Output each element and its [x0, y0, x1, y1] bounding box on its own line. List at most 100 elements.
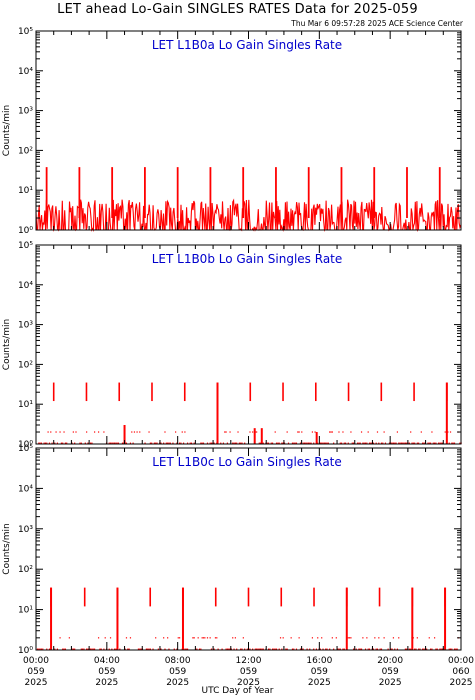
data-point — [181, 431, 183, 433]
data-point — [326, 648, 328, 650]
data-point — [348, 637, 351, 639]
data-point — [44, 442, 47, 444]
data-point — [326, 442, 328, 444]
data-point — [206, 442, 209, 444]
data-point — [455, 648, 457, 650]
data-point — [366, 442, 368, 444]
data-point — [319, 648, 321, 650]
data-point — [440, 442, 442, 444]
data-point — [72, 431, 74, 433]
data-point — [267, 648, 270, 650]
data-point — [258, 442, 260, 444]
data-point — [329, 431, 331, 433]
data-point — [339, 648, 341, 650]
data-point — [252, 431, 254, 433]
data-point — [48, 442, 51, 444]
data-point — [234, 442, 236, 444]
data-point — [160, 442, 162, 444]
data-point — [51, 442, 53, 444]
data-point — [196, 648, 198, 650]
data-point — [226, 442, 229, 444]
data-point — [232, 442, 234, 444]
panel-label: LET L1B0a Lo Gain Singles Rate — [152, 38, 342, 52]
data-point — [232, 637, 234, 639]
data-point — [86, 648, 88, 650]
data-point — [301, 431, 303, 433]
data-point — [333, 442, 335, 444]
data-point — [127, 648, 129, 650]
y-tick-label: 10¹ — [18, 400, 33, 410]
data-point — [113, 648, 116, 650]
data-point — [148, 431, 150, 433]
panel-3: 10⁰ 10¹ 10² 10³ 10⁴ 10⁵ LET L1B0c Lo Gain Sing… — [2, 444, 474, 688]
y-tick-label: 10⁴ — [18, 67, 33, 77]
data-point — [109, 637, 112, 639]
data-point — [391, 442, 393, 444]
data-point — [368, 648, 371, 650]
data-point — [213, 442, 215, 444]
data-point — [395, 442, 397, 444]
data-point — [240, 442, 242, 444]
data-point — [200, 442, 202, 444]
data-point — [342, 431, 344, 433]
data-point — [279, 637, 282, 639]
data-point — [360, 431, 363, 433]
data-point — [269, 648, 271, 650]
data-point — [374, 637, 376, 639]
data-point — [91, 648, 93, 650]
data-point — [238, 442, 240, 444]
data-point — [441, 648, 444, 650]
data-point — [209, 637, 211, 639]
data-point — [169, 442, 171, 444]
data-point — [392, 442, 395, 444]
data-point — [152, 648, 154, 650]
data-point — [273, 648, 275, 650]
data-point — [115, 648, 117, 650]
data-point — [226, 648, 229, 650]
data-point — [298, 637, 300, 639]
data-point — [113, 442, 116, 444]
data-point — [433, 442, 436, 444]
x-tick-label: 059 — [311, 667, 328, 677]
data-point — [72, 648, 74, 650]
data-point — [295, 442, 298, 444]
data-point — [271, 648, 274, 650]
data-point — [210, 648, 213, 650]
x-axis-label: UTC Day of Year — [201, 686, 274, 696]
data-point — [420, 431, 422, 433]
data-point — [240, 648, 242, 650]
data-point — [396, 648, 399, 650]
x-tick-label: 08:00 — [165, 656, 191, 666]
data-point — [330, 431, 332, 433]
data-point — [406, 648, 408, 650]
data-point — [355, 648, 357, 650]
data-point — [74, 442, 76, 444]
data-point — [165, 442, 167, 444]
data-point — [408, 648, 410, 650]
data-point — [39, 442, 41, 444]
x-tick-label: 2025 — [308, 678, 331, 688]
data-point — [147, 648, 149, 650]
data-point — [333, 648, 335, 650]
data-point — [167, 442, 169, 444]
data-point — [139, 648, 141, 650]
data-point — [350, 637, 352, 639]
data-point — [175, 431, 177, 433]
data-point — [367, 431, 369, 433]
y-tick-label: 10¹ — [18, 606, 33, 616]
data-point — [93, 648, 96, 650]
data-point — [299, 442, 302, 444]
data-point — [360, 648, 363, 650]
data-point — [201, 442, 203, 444]
data-point — [331, 431, 333, 433]
data-point — [145, 648, 147, 650]
data-point — [422, 648, 424, 650]
data-point — [233, 648, 235, 650]
data-point — [164, 648, 166, 650]
data-point — [404, 648, 406, 650]
data-point — [97, 431, 100, 433]
data-point — [411, 442, 413, 444]
x-tick-label: 00:00 — [23, 656, 49, 666]
data-point — [56, 442, 59, 444]
x-tick-label: 060 — [452, 667, 469, 677]
